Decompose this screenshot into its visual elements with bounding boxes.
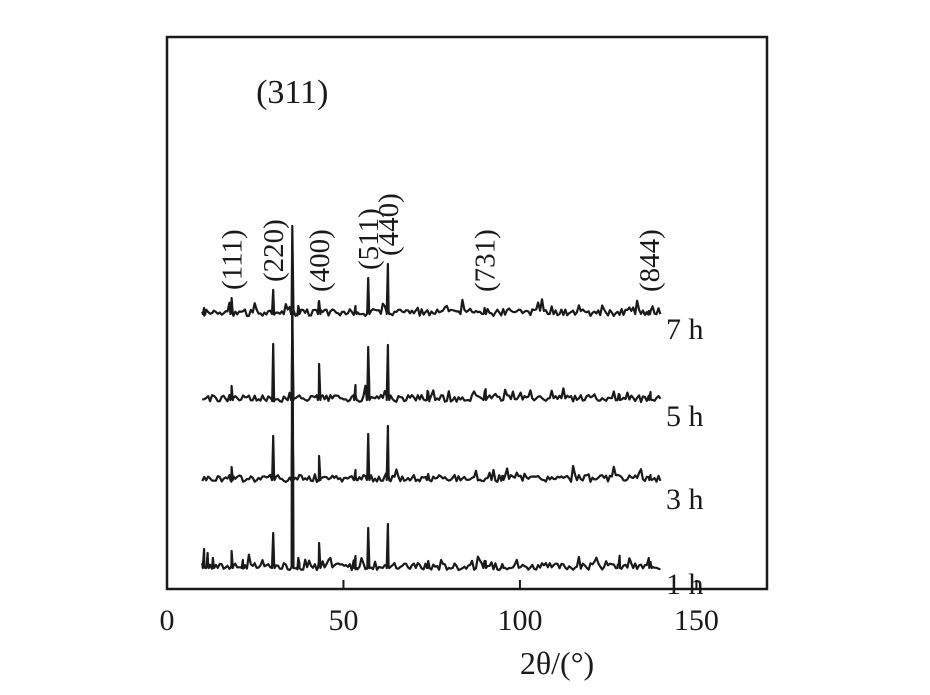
series-label: 3 h xyxy=(666,483,704,516)
series-label: 7 h xyxy=(666,313,704,346)
xrd-pattern-line xyxy=(202,318,662,404)
peak-annotation: (731) xyxy=(470,229,502,292)
peak-annotation: (111) xyxy=(217,229,249,290)
xrd-pattern-line xyxy=(201,224,662,318)
peak-annotation: (844) xyxy=(634,229,666,292)
peak-annotation: (511) xyxy=(353,208,385,270)
x-tick-label: 150 xyxy=(674,604,719,637)
peak-annotation: (311) xyxy=(256,74,328,111)
x-tick-label: 50 xyxy=(328,604,358,637)
series-label: 5 h xyxy=(666,400,704,433)
x-tick-label: 0 xyxy=(160,604,175,637)
peak-annotation: (220) xyxy=(258,219,290,282)
peak-annotation: (440) xyxy=(373,193,405,256)
series-label: 1 h xyxy=(666,568,704,601)
peak-annotation: (400) xyxy=(304,229,336,292)
x-tick-label: 100 xyxy=(497,604,542,637)
x-axis-label: 2θ/(°) xyxy=(520,645,594,681)
plot-frame xyxy=(165,35,769,591)
xrd-pattern-line xyxy=(201,258,661,572)
xrd-pattern-line xyxy=(201,410,662,484)
